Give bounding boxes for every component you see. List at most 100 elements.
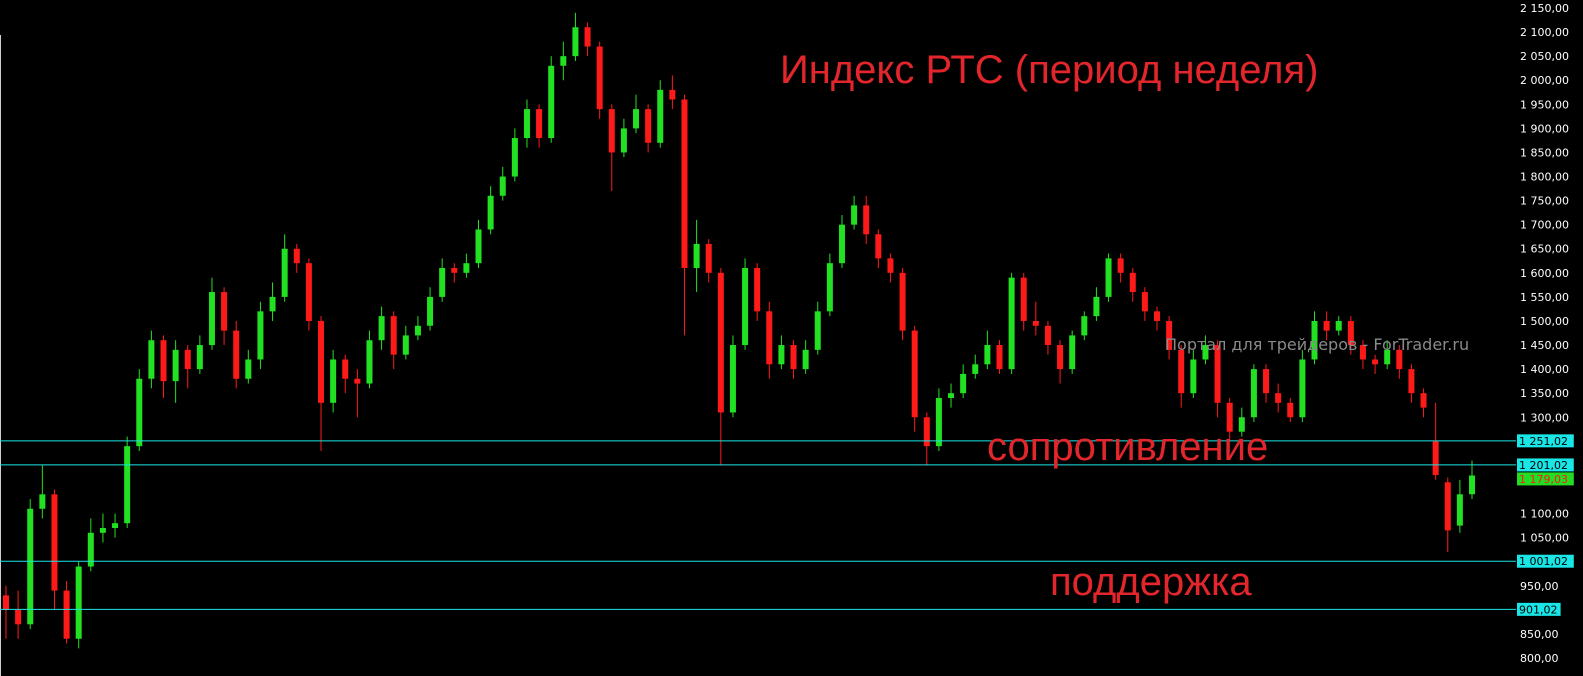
candle xyxy=(1093,287,1100,321)
candle-body xyxy=(342,359,349,379)
candle xyxy=(717,268,724,466)
candle-body xyxy=(681,99,688,269)
candle-body xyxy=(1117,258,1124,273)
candle xyxy=(1069,330,1076,374)
candle xyxy=(1347,316,1354,355)
y-tick-label: 2 000,00 xyxy=(1520,74,1569,87)
candle-body xyxy=(3,595,9,610)
candle xyxy=(754,263,761,321)
candle xyxy=(960,364,967,398)
candle-body xyxy=(148,340,155,379)
candle xyxy=(536,104,543,148)
y-tick-label: 1 350,00 xyxy=(1520,387,1569,400)
candle-body xyxy=(233,330,240,379)
candle xyxy=(645,104,652,153)
candle-body xyxy=(935,398,942,447)
candle xyxy=(1190,349,1197,398)
candle-body xyxy=(136,378,143,447)
level-label-box xyxy=(1517,602,1561,616)
candle-body xyxy=(1444,482,1451,531)
candle xyxy=(511,128,518,182)
candle xyxy=(475,219,482,268)
candle xyxy=(318,316,325,451)
candle-body xyxy=(790,345,797,370)
candle-body xyxy=(536,109,543,138)
candle xyxy=(620,118,627,158)
candle-body xyxy=(1396,349,1403,370)
candle-body xyxy=(1359,345,1366,360)
candle xyxy=(196,335,203,374)
candle-body xyxy=(281,248,288,297)
candle xyxy=(1323,311,1330,341)
y-tick-label: 2 150,00 xyxy=(1520,2,1569,15)
candle-body xyxy=(1032,320,1039,326)
candle-body xyxy=(1214,345,1221,403)
y-tick-label: 1 800,00 xyxy=(1520,171,1569,184)
candle xyxy=(390,311,397,370)
candle xyxy=(729,335,736,418)
candle xyxy=(560,41,567,81)
candle-body xyxy=(39,494,46,509)
candle xyxy=(572,12,579,61)
candle xyxy=(681,94,688,336)
y-tick-label: 2 050,00 xyxy=(1520,50,1569,63)
candle xyxy=(233,320,240,389)
y-tick-label: 1 600,00 xyxy=(1520,267,1569,280)
candle xyxy=(342,354,349,394)
candle-body xyxy=(1469,475,1475,495)
candle xyxy=(996,340,1003,374)
candle-body xyxy=(996,345,1003,370)
candle xyxy=(1057,340,1064,384)
candle xyxy=(935,388,942,451)
y-tick-label: 1 900,00 xyxy=(1520,122,1569,135)
candle-body xyxy=(51,494,58,591)
candle xyxy=(1408,364,1415,403)
candle xyxy=(305,258,312,331)
candle-body xyxy=(1057,345,1064,370)
candle-body xyxy=(112,523,119,528)
candle xyxy=(112,513,119,538)
candle-body xyxy=(1408,369,1415,394)
candle xyxy=(330,349,337,413)
candle xyxy=(790,340,797,379)
candle-body xyxy=(305,263,312,321)
candle-body xyxy=(330,359,337,403)
candle xyxy=(1287,398,1294,423)
candle xyxy=(1226,398,1233,442)
y-tick-label: 1 650,00 xyxy=(1520,243,1569,256)
candle xyxy=(669,75,676,110)
candle xyxy=(633,94,640,134)
candle-body xyxy=(1105,258,1112,297)
candle-body xyxy=(63,590,70,639)
candle xyxy=(499,166,506,201)
candle-body xyxy=(899,272,906,331)
candle-body xyxy=(1335,320,1342,331)
y-tick-label: 1 500,00 xyxy=(1520,315,1569,328)
candle-body xyxy=(1202,345,1209,360)
candle-body xyxy=(814,311,821,350)
candle xyxy=(136,369,143,451)
y-tick-label: 1 700,00 xyxy=(1520,219,1569,232)
candle xyxy=(439,258,446,302)
candle-body xyxy=(257,311,264,360)
candle-body xyxy=(184,349,191,370)
candle xyxy=(281,234,288,302)
candle-body xyxy=(911,330,918,418)
candle-body xyxy=(1044,325,1051,346)
y-tick-label: 1 300,00 xyxy=(1520,411,1569,424)
candle xyxy=(863,195,870,244)
y-tick-label: 1 550,00 xyxy=(1520,291,1569,304)
candle-body xyxy=(851,205,858,225)
y-tick-label: 1 850,00 xyxy=(1520,146,1569,159)
candle xyxy=(208,277,215,350)
candle-body xyxy=(15,609,22,625)
y-tick-label: 1 100,00 xyxy=(1520,508,1569,521)
y-tick-label: 1 750,00 xyxy=(1520,195,1569,208)
candle xyxy=(3,585,9,639)
current-price-label: 1 179,03 xyxy=(1519,473,1568,486)
candle-body xyxy=(354,378,361,384)
candle xyxy=(972,354,979,379)
candle-body xyxy=(1420,393,1427,408)
candle-body xyxy=(172,349,179,382)
